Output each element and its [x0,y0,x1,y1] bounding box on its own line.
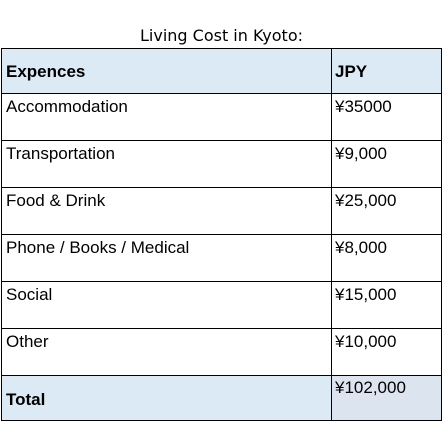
expense-amount-cell: ¥25,000 [331,187,442,235]
table-row: Transportation ¥9,000 [1,140,442,188]
expense-category-cell: Social [1,281,332,329]
expense-category-cell: Food & Drink [1,187,332,235]
expense-amount-cell: ¥35000 [331,93,442,141]
column-header-jpy: JPY [331,48,442,94]
total-label-cell: Total [1,375,332,421]
expense-category-cell: Accommodation [1,93,332,141]
expense-amount-cell: ¥10,000 [331,328,442,376]
expense-category-cell: Other [1,328,332,376]
table-row: Phone / Books / Medical ¥8,000 [1,234,442,282]
expense-amount-cell: ¥15,000 [331,281,442,329]
expense-category-cell: Phone / Books / Medical [1,234,332,282]
table-header-row: Expences JPY [1,48,442,94]
table-row: Social ¥15,000 [1,281,442,329]
total-row: Total ¥102,000 [1,375,442,421]
total-amount-cell: ¥102,000 [331,375,442,421]
table-row: Other ¥10,000 [1,328,442,376]
table-row: Food & Drink ¥25,000 [1,187,442,235]
expense-category-cell: Transportation [1,140,332,188]
table-row: Accommodation ¥35000 [1,93,442,141]
expense-amount-cell: ¥9,000 [331,140,442,188]
table-caption: Living Cost in Kyoto: [139,26,304,45]
expense-amount-cell: ¥8,000 [331,234,442,282]
column-header-expenses: Expences [1,48,332,94]
living-cost-table: Expences JPY Accommodation ¥35000 Transp… [1,48,442,421]
